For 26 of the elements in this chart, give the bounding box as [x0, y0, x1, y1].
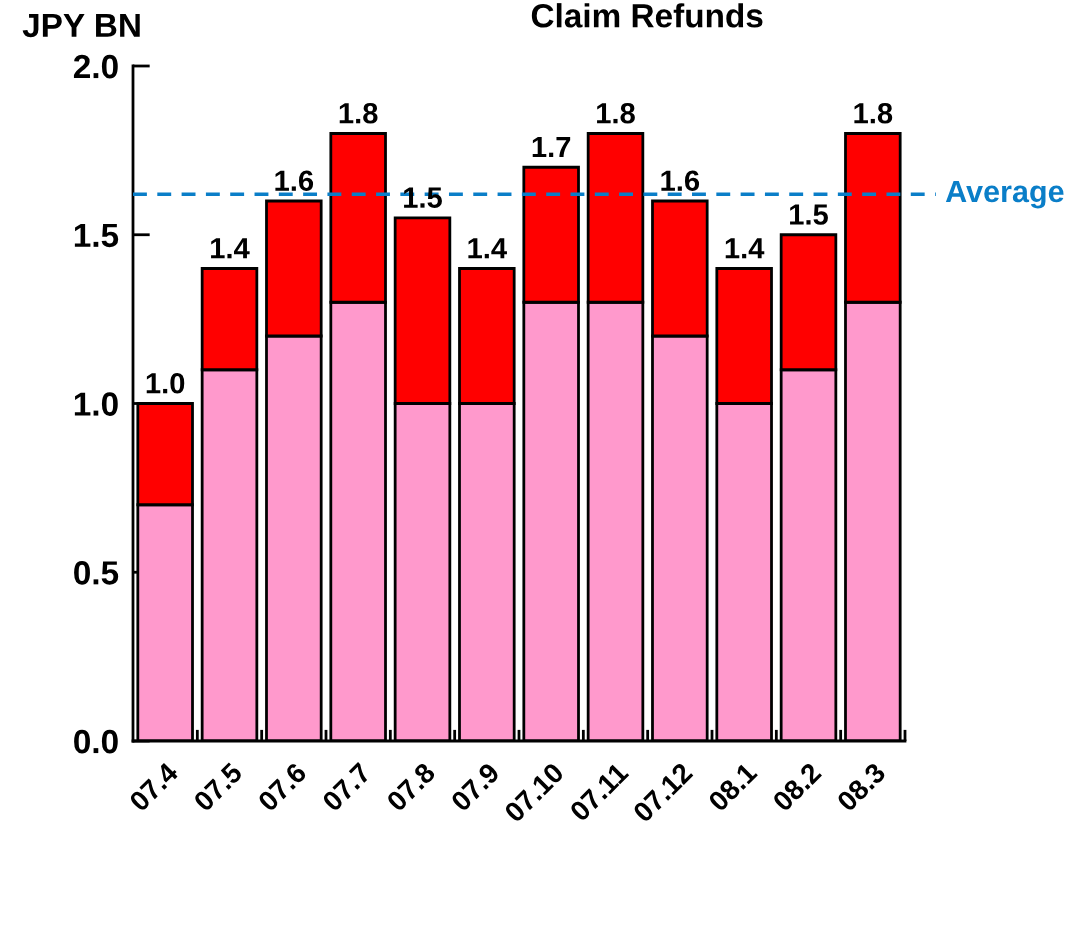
x-tick-label: 08.2 [771, 761, 823, 813]
x-tick-label: 07.9 [449, 761, 501, 813]
total-label: 1.8 [854, 102, 893, 124]
total-label: 1.8 [597, 102, 635, 124]
x-tick-label: 07.8 [385, 761, 437, 813]
x-tick-label: 08.1 [707, 761, 759, 813]
total-label: 1.6 [661, 170, 700, 192]
y-tick-label: 2.0 [73, 54, 118, 79]
y-tick-label: 0.5 [74, 561, 119, 585]
total-label: 1.8 [339, 102, 378, 124]
total-label: 1.0 [146, 372, 185, 394]
y-tick-label: 1.5 [74, 223, 119, 248]
x-tick-label: 07.4 [128, 761, 180, 813]
x-tick-label: 07.6 [256, 761, 308, 813]
x-tick-label: 08.3 [835, 761, 887, 813]
y-tick-label: 0.0 [74, 729, 118, 754]
total-label: 1.6 [275, 170, 314, 192]
y-axis-title: JPY BN [22, 13, 140, 38]
chart-title: Claim Refunds [531, 3, 763, 28]
total-label: 1.7 [532, 136, 571, 158]
y-tick-label: 1.0 [74, 392, 118, 416]
total-label: 1.4 [468, 238, 507, 259]
ref-line-label: Average [945, 181, 1064, 209]
total-label: 1.4 [725, 238, 765, 259]
total-label: 1.5 [790, 204, 828, 225]
total-label: 1.4 [211, 238, 250, 259]
